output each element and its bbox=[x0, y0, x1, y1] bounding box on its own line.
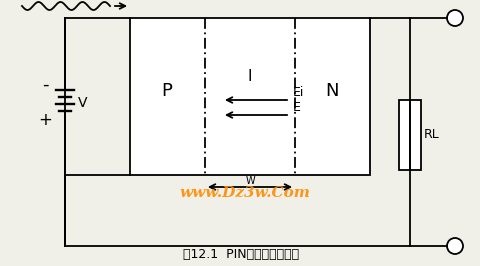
Bar bbox=[398, 100, 420, 170]
Text: E: E bbox=[292, 101, 300, 114]
Text: 图12.1  PIN光电二极管结构: 图12.1 PIN光电二极管结构 bbox=[182, 247, 299, 260]
Circle shape bbox=[446, 238, 462, 254]
Text: +: + bbox=[38, 111, 52, 129]
Text: W: W bbox=[245, 176, 254, 186]
Text: N: N bbox=[324, 82, 338, 101]
Bar bbox=[130, 18, 369, 175]
Text: www.Dz3w.Com: www.Dz3w.Com bbox=[179, 186, 310, 200]
Text: Ei: Ei bbox=[292, 86, 304, 99]
Text: P: P bbox=[161, 82, 172, 101]
Circle shape bbox=[446, 10, 462, 26]
Text: RL: RL bbox=[423, 128, 439, 142]
Text: -: - bbox=[42, 76, 48, 94]
Text: I: I bbox=[247, 69, 252, 84]
Text: V: V bbox=[78, 96, 87, 110]
